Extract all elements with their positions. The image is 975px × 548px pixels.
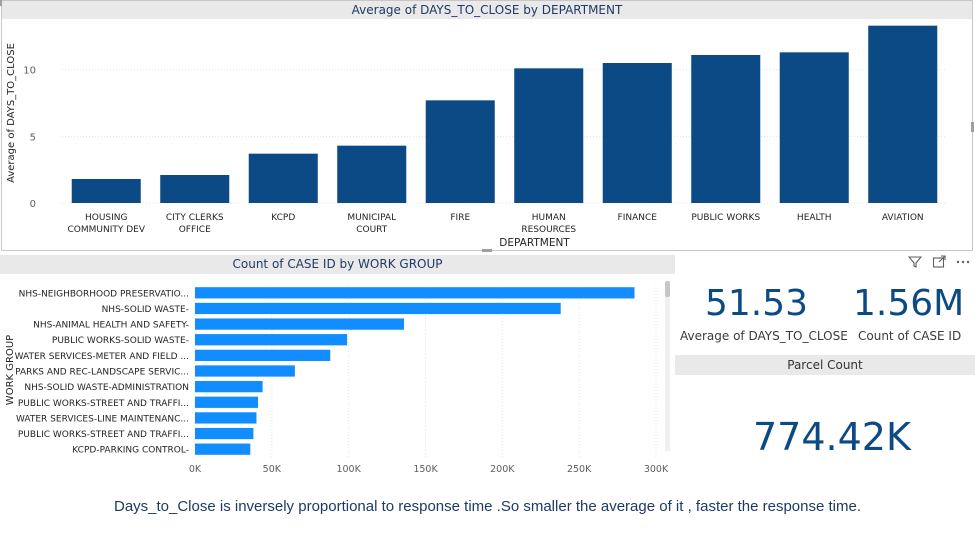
workgroup-bar	[195, 365, 295, 377]
y-tick-label: 5	[30, 132, 36, 143]
workgroup-bar	[195, 427, 254, 440]
y-tick-label: NHS-SOLID WASTE-	[102, 305, 189, 315]
y-tick-label: WATER SERVICES-METER AND FIELD ...	[15, 352, 189, 362]
parcel-count-kpi-value: 774.42K	[753, 415, 911, 459]
workgroup-bar	[195, 396, 259, 408]
department-bar	[779, 52, 849, 204]
department-chart-title: Average of DAYS_TO_CLOSE by DEPARTMENT	[2, 1, 972, 19]
x-axis-title: DEPARTMENT	[499, 237, 570, 249]
x-tick-label: 150K	[413, 464, 438, 475]
department-bar	[160, 175, 230, 203]
y-tick-label: NHS-ANIMAL HEALTH AND SAFETY-	[33, 321, 189, 331]
y-tick-label: PARKS AND REC-LANDSCAPE SERVIC...	[15, 368, 189, 378]
avg-days-kpi-value: 51.53	[705, 283, 809, 324]
x-tick-label: 250K	[567, 464, 592, 475]
funnel-icon[interactable]	[907, 255, 923, 271]
workgroup-bar	[195, 287, 635, 299]
workgroup-bar	[195, 349, 331, 361]
y-tick-label: PUBLIC WORKS-STREET AND TRAFFI...	[18, 399, 189, 409]
workgroup-bar-chart: 0K 50K 100K 150K 200K 250K 300K NHS-NEIGHBORHOO…	[5, 281, 670, 475]
scrollbar-thumb[interactable]	[665, 281, 670, 297]
x-tick-label: COURT	[356, 225, 388, 235]
x-tick-label: 300K	[644, 464, 669, 475]
y-tick-label: 10	[23, 66, 36, 77]
department-bar-chart: 0 5 10 HOUSING COMMUNITY DEV CITY CLERKS OFFIC…	[6, 25, 947, 249]
y-tick-label: 0	[30, 199, 36, 210]
x-tick-label: COMMUNITY DEV	[67, 225, 145, 235]
x-tick-label: HOUSING	[85, 213, 128, 223]
department-bar	[514, 68, 584, 203]
x-tick-label: 0K	[189, 464, 202, 475]
y-tick-label: NHS-SOLID WASTE-ADMINISTRATION	[24, 383, 189, 393]
y-tick-label: WATER SERVICES-LINE MAINTENANC...	[16, 414, 189, 424]
y-tick-label: NHS-NEIGHBORHOOD PRESERVATIO...	[19, 289, 189, 299]
department-bar	[337, 145, 407, 203]
workgroup-chart-visual[interactable]: Count of CASE ID by WORK GROUP 0K 50K 100K…	[0, 255, 675, 477]
workgroup-chart-title: Count of CASE ID by WORK GROUP	[0, 255, 675, 274]
department-bar	[868, 25, 938, 203]
x-tick-label: 50K	[263, 464, 282, 475]
workgroup-bar	[195, 412, 257, 424]
case-count-kpi-value: 1.56M	[853, 283, 965, 324]
y-tick-label: PUBLIC WORKS-STREET AND TRAFFI...	[18, 430, 189, 440]
kpi-panel: 51.53 Average of DAYS_TO_CLOSE 1.56M Cou…	[675, 255, 975, 477]
x-tick-label: FINANCE	[618, 213, 658, 223]
x-tick-label: MUNICIPAL	[347, 213, 396, 223]
case-count-kpi-label: Count of CASE ID	[858, 329, 962, 343]
workgroup-bar	[195, 381, 263, 393]
x-tick-label: CITY CLERKS	[166, 213, 224, 223]
resize-handle-top-left[interactable]	[0, 0, 2, 6]
footnote-text: Days_to_Close is inversely proportional …	[113, 498, 862, 515]
department-chart-visual[interactable]: Average of DAYS_TO_CLOSE by DEPARTMENT 0…	[1, 0, 973, 251]
x-tick-label: AVIATION	[882, 213, 924, 223]
department-bar	[602, 63, 672, 203]
department-bar	[691, 55, 761, 203]
parcel-count-header: Parcel Count	[675, 355, 975, 375]
x-tick-label: 200K	[490, 464, 515, 475]
x-tick-label: 100K	[336, 464, 361, 475]
y-axis-title: Average of DAYS_TO_CLOSE	[6, 43, 17, 183]
y-tick-label: KCPD-PARKING CONTROL-	[72, 446, 189, 456]
avg-days-kpi-label: Average of DAYS_TO_CLOSE	[680, 329, 848, 343]
focus-mode-icon[interactable]	[931, 255, 947, 271]
y-axis-title: WORK GROUP	[5, 335, 16, 405]
resize-handle-right-middle[interactable]	[971, 122, 974, 132]
x-tick-label: HEALTH	[797, 213, 832, 223]
workgroup-bar	[195, 318, 404, 330]
x-tick-label: FIRE	[450, 213, 470, 223]
scrollbar-track	[665, 281, 670, 451]
resize-handle-bottom-middle[interactable]	[482, 249, 492, 252]
workgroup-bar	[195, 334, 348, 346]
workgroup-bar	[195, 302, 561, 315]
x-tick-label: RESOURCES	[521, 225, 576, 235]
department-bar	[71, 179, 141, 203]
x-tick-label: KCPD	[271, 213, 295, 223]
y-tick-label: PUBLIC WORKS-SOLID WASTE-	[52, 336, 189, 346]
x-tick-label: HUMAN	[532, 213, 566, 223]
more-options-icon[interactable]	[955, 255, 971, 271]
workgroup-bar	[195, 443, 251, 455]
department-bar	[425, 100, 495, 203]
x-tick-label: PUBLIC WORKS	[691, 213, 760, 223]
department-bar	[248, 153, 318, 203]
x-tick-label: OFFICE	[179, 225, 211, 235]
